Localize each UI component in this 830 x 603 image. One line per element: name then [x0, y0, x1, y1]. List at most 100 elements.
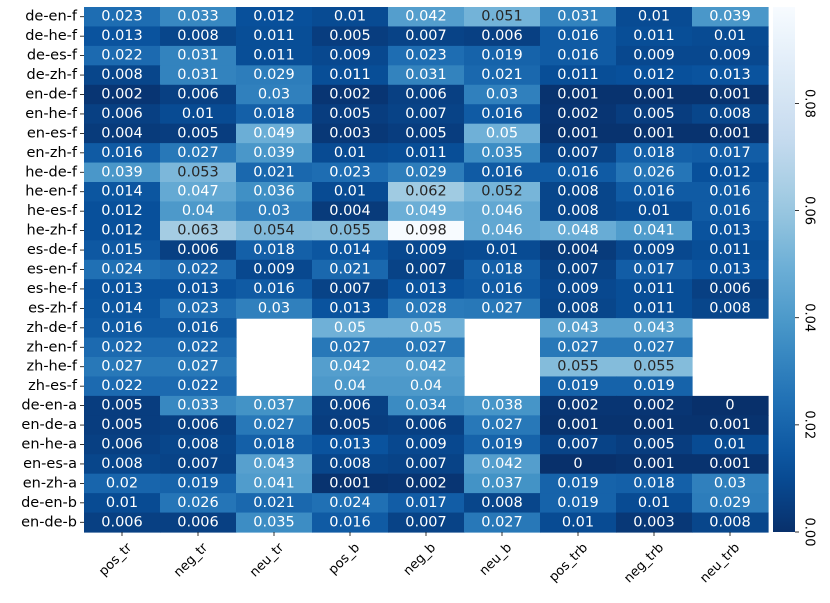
heatmap-cell-label: 0.018	[253, 437, 295, 453]
y-axis-tick-label: de-en-a	[21, 398, 77, 414]
heatmap-cell-label: 0.007	[329, 281, 371, 297]
heatmap-cell-label: 0.04	[334, 378, 366, 394]
heatmap-cell	[616, 337, 693, 358]
heatmap-cell-label: 0.05	[486, 125, 518, 141]
heatmap-cell	[312, 123, 389, 144]
heatmap-cell-label: 0.016	[557, 48, 599, 64]
heatmap-cell-label: 0.001	[633, 417, 675, 433]
heatmap-cell-label: 0.023	[329, 164, 371, 180]
heatmap-cell-label: 0.008	[329, 456, 371, 472]
heatmap-cell-label: 0.011	[633, 28, 675, 44]
heatmap-cell	[160, 84, 237, 105]
heatmap-cell	[464, 298, 541, 319]
heatmap-cell-label: 0.016	[481, 281, 523, 297]
heatmap-cell	[616, 182, 693, 203]
heatmap-cell	[388, 376, 465, 397]
heatmap-cell-label: 0.018	[481, 262, 523, 278]
heatmap-cell	[388, 26, 465, 47]
heatmap-cell-label: 0.035	[481, 145, 523, 161]
heatmap-cell-label: 0.027	[253, 417, 295, 433]
heatmap-cell-label: 0.007	[405, 456, 447, 472]
y-axis-tick-label: zh-es-f	[28, 378, 78, 394]
y-axis-tick-label: en-es-f	[27, 125, 78, 141]
heatmap-cell-label: 0.053	[177, 164, 219, 180]
heatmap-cell-label: 0.029	[253, 67, 295, 83]
heatmap-cell	[616, 84, 693, 105]
heatmap-cell-label: 0.013	[177, 281, 219, 297]
heatmap-cell	[160, 7, 237, 28]
heatmap-cell	[692, 279, 769, 300]
heatmap-cell-label: 0.006	[405, 417, 447, 433]
heatmap-cell-label: 0.004	[329, 203, 371, 219]
y-axis-tick-label: en-he-f	[25, 106, 78, 122]
heatmap-cell-label: 0.043	[253, 456, 295, 472]
heatmap-cell-label: 0.013	[709, 67, 751, 83]
heatmap-cell-label: 0.006	[101, 106, 143, 122]
heatmap-cell-label: 0.005	[329, 106, 371, 122]
heatmap-cell	[312, 45, 389, 66]
heatmap-cell-label: 0.007	[177, 456, 219, 472]
heatmap-cell	[388, 279, 465, 300]
heatmap-cell	[616, 512, 693, 533]
heatmap-cell	[236, 395, 313, 416]
heatmap-cell	[160, 220, 237, 241]
heatmap-cell	[540, 415, 617, 436]
heatmap-cell-label: 0.039	[101, 164, 143, 180]
heatmap-cell-label: 0.005	[633, 106, 675, 122]
heatmap-cell-label: 0.029	[405, 164, 447, 180]
heatmap-cell	[540, 220, 617, 241]
heatmap-cell-label: 0.01	[486, 242, 518, 258]
heatmap-cell-label: 0	[573, 456, 582, 472]
heatmap-cell	[540, 240, 617, 261]
heatmap-cell	[312, 65, 389, 86]
heatmap-cell	[84, 298, 161, 319]
heatmap-cell-label: 0.042	[329, 359, 371, 375]
heatmap-cell-label: 0.023	[405, 48, 447, 64]
heatmap-cell-label: 0.037	[481, 475, 523, 491]
heatmap-cell	[692, 259, 769, 280]
colorbar-tick-label: 0.06	[802, 196, 817, 225]
y-axis-tick-label: en-de-a	[21, 417, 77, 433]
heatmap-cell-label: 0.02	[106, 475, 138, 491]
heatmap-cell-label: 0.027	[177, 359, 219, 375]
heatmap-cell-label: 0.005	[101, 417, 143, 433]
heatmap-cell-label: 0.011	[253, 28, 295, 44]
heatmap-cell	[312, 240, 389, 261]
heatmap-cell-label: 0.039	[253, 145, 295, 161]
heatmap-cell-label: 0.051	[481, 9, 523, 25]
x-axis-tick-label: pos_b	[326, 540, 363, 577]
heatmap-cell-label: 0.011	[253, 48, 295, 64]
heatmap-cell-label: 0.022	[177, 378, 219, 394]
heatmap-cell	[616, 493, 693, 514]
heatmap-cell-label: 0.001	[709, 456, 751, 472]
heatmap-cell-label: 0.018	[253, 242, 295, 258]
x-axis-tick-label: neg_trb	[621, 540, 667, 586]
heatmap-cell-label: 0.001	[709, 87, 751, 103]
heatmap-cell-label: 0.019	[557, 475, 599, 491]
heatmap-cell	[616, 104, 693, 125]
heatmap-cell	[84, 415, 161, 436]
heatmap-cell	[464, 493, 541, 514]
heatmap-cell-label: 0.016	[557, 164, 599, 180]
heatmap-cell	[312, 376, 389, 397]
heatmap-cell-label: 0.021	[329, 262, 371, 278]
heatmap-cell	[464, 279, 541, 300]
heatmap-cell-label: 0.023	[101, 9, 143, 25]
heatmap-cell	[84, 454, 161, 475]
heatmap-cell	[692, 512, 769, 533]
x-axis-tick-label: neu_tr	[247, 540, 287, 580]
heatmap-cell	[312, 454, 389, 475]
heatmap-cell-label: 0.008	[481, 495, 523, 511]
heatmap-cell-label: 0.013	[709, 223, 751, 239]
heatmap-cell-label: 0.019	[557, 378, 599, 394]
heatmap-cell-label: 0.019	[177, 475, 219, 491]
heatmap-cell-label: 0.007	[557, 145, 599, 161]
heatmap-cell	[160, 279, 237, 300]
heatmap-cell-label: 0.021	[253, 164, 295, 180]
heatmap-cell-label: 0.009	[405, 437, 447, 453]
heatmap-cell-label: 0.027	[481, 300, 523, 316]
heatmap-cell	[388, 415, 465, 436]
heatmap-cell-label: 0.036	[253, 184, 295, 200]
heatmap-cell	[312, 298, 389, 319]
